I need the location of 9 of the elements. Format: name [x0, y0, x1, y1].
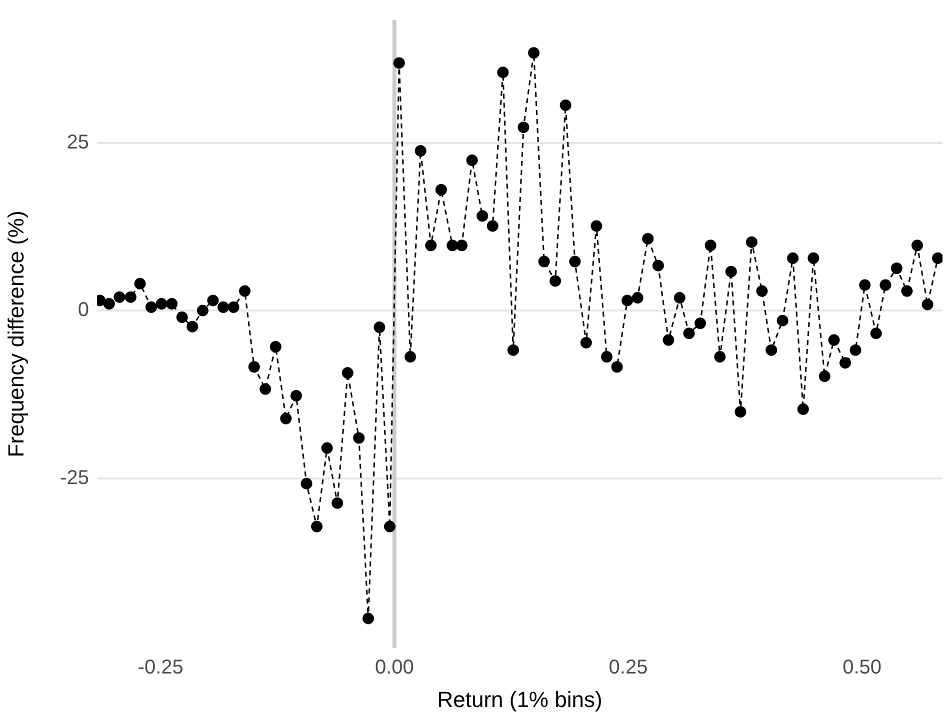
y-axis-title: Frequency difference (%)	[3, 210, 28, 458]
y-tick-label: -25	[60, 466, 89, 489]
x-tick-label: -0.25	[138, 656, 184, 679]
y-tick-label: 25	[66, 131, 89, 154]
x-tick-label: 0.25	[608, 656, 648, 679]
x-axis-title: Return (1% bins)	[437, 686, 602, 712]
y-tick-label: 0	[78, 299, 89, 322]
x-tick-label: 0.00	[374, 656, 414, 679]
x-tick-label: 0.50	[842, 656, 882, 679]
